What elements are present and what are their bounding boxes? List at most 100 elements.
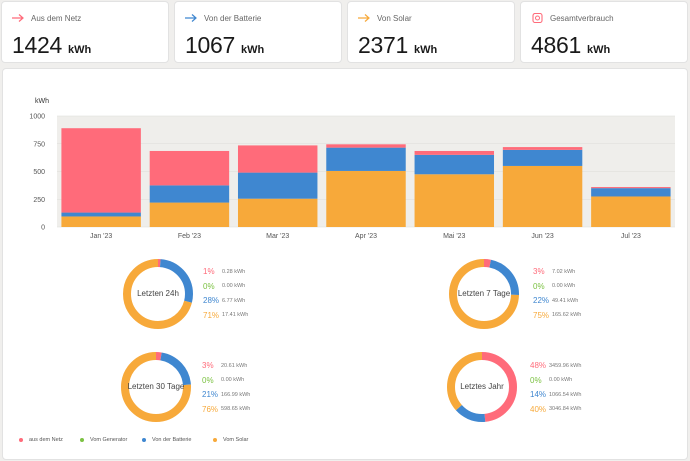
bar-segment[interactable] — [237, 198, 318, 227]
donut-segment[interactable] — [447, 352, 517, 422]
donut-legend-pct: 71% — [203, 310, 220, 320]
donut-segment[interactable] — [123, 259, 193, 329]
x-tick-label: Jun '23 — [531, 233, 553, 240]
summary-cards: Aus dem Netz 1424 kWh Von der Batterie 1… — [0, 0, 690, 64]
donut-legend-row: 48% 3459.96 kWh — [530, 361, 581, 370]
bar-segment[interactable] — [502, 165, 583, 227]
legend-item-solar[interactable]: Vom Solar — [213, 437, 248, 443]
bar-segment[interactable] — [326, 147, 406, 171]
x-tick-label: Apr '23 — [355, 233, 377, 240]
legend-item-netz[interactable]: aus dem Netz — [19, 437, 80, 443]
donut-legend-row: 21% 166.99 kWh — [202, 390, 250, 399]
bar-segment[interactable] — [414, 174, 495, 227]
card-value: 1424 — [12, 32, 62, 58]
donut-legend-pct: 0% — [530, 375, 542, 385]
bar-segment[interactable] — [149, 150, 230, 186]
y-tick-label: 250 — [33, 197, 45, 204]
bar-segment[interactable] — [149, 202, 230, 227]
donut-legend-value: 0.28 kWh — [222, 268, 246, 275]
bar-segment[interactable] — [591, 188, 671, 197]
donut-title: Letzten 7 Tage — [457, 289, 511, 298]
donut-legend-value: 17.41 kWh — [222, 312, 249, 318]
donut-segment[interactable] — [121, 352, 191, 422]
legend-item-generator[interactable]: Vom Generator — [80, 437, 142, 443]
donut-legend-row: 28% 6.77 kWh — [203, 296, 245, 305]
energy-panel: kWh 0 250 500 750 1000 Jan '23 Feb '23 Mar '23 Ap… — [2, 68, 688, 460]
legend-dot — [80, 438, 84, 442]
x-tick-label: Jan '23 — [90, 233, 112, 240]
donut-legend-row: 1% 0.28 kWh — [203, 267, 245, 276]
legend-label: Von der Batterie — [152, 437, 192, 443]
card-value: 1067 — [185, 32, 235, 58]
donut-legend-pct: 21% — [202, 390, 219, 399]
donut-legend-value: 0.00 kWh — [552, 283, 576, 289]
donut-legend-row: 14% 1066.54 kWh — [530, 390, 581, 399]
y-tick-label: 500 — [33, 169, 45, 176]
bar-segment[interactable] — [326, 170, 406, 227]
donut-legend-value: 1066.54 kWh — [549, 391, 582, 398]
donut-legend-value: 3459.96 kWh — [549, 362, 582, 369]
arrow-right-icon — [185, 14, 197, 22]
y-axis-label: kWh — [35, 98, 49, 105]
card-unit: kWh — [413, 44, 438, 56]
donut-legend-value: 0.00 kWh — [222, 283, 246, 289]
bar-segment[interactable] — [237, 172, 318, 199]
bar-segment[interactable] — [61, 128, 141, 213]
legend-label: Vom Generator — [90, 437, 128, 443]
bar-segment[interactable] — [502, 149, 583, 166]
card-label: Aus dem Netz — [31, 13, 82, 23]
donut-chart — [121, 352, 191, 422]
bar-segment[interactable] — [61, 212, 141, 217]
legend-item-batterie[interactable]: Von der Batterie — [142, 437, 213, 443]
card-value: 4861 — [531, 32, 581, 58]
donut-legend-row: 22% 49.41 kWh — [533, 296, 578, 305]
donut-title: Letzten 24h — [137, 289, 179, 298]
bar-segment[interactable] — [237, 145, 318, 173]
legend-label: Vom Solar — [223, 437, 249, 443]
donut-chart — [447, 352, 517, 422]
donut-legend-pct: 0% — [202, 375, 214, 385]
donut-legend-pct: 0% — [203, 281, 215, 291]
donut-legend-pct: 3% — [202, 361, 214, 370]
bar-segment[interactable] — [149, 185, 230, 203]
x-tick-label: Jul '23 — [621, 233, 641, 240]
donut-legend-pct: 22% — [533, 296, 550, 305]
donut-segment[interactable] — [123, 259, 193, 329]
donut-segment[interactable] — [449, 259, 519, 329]
card-battery[interactable]: Von der Batterie 1067 kWh — [174, 1, 342, 63]
card-total[interactable]: Gesamtverbrauch 4861 kWh — [520, 1, 688, 63]
bar-segment[interactable] — [61, 216, 141, 227]
donut-legend-row: 0% 0.00 kWh — [533, 282, 575, 291]
donut-legend-row: 0% 0.00 kWh — [202, 376, 244, 385]
bar-segment[interactable] — [414, 154, 495, 175]
donut-legend-value: 0.00 kWh — [221, 377, 245, 383]
donut-segment[interactable] — [447, 352, 517, 422]
card-solar[interactable]: Von Solar 2371 kWh — [347, 1, 515, 63]
x-tick-label: Mar '23 — [266, 233, 289, 240]
card-label: Gesamtverbrauch — [550, 13, 614, 23]
donut-legend-row: 75% 165.62 kWh — [533, 311, 581, 320]
donut-segment[interactable] — [449, 259, 519, 329]
bar-segment[interactable] — [502, 147, 583, 150]
bar-segment[interactable] — [591, 196, 671, 227]
card-grid-import[interactable]: Aus dem Netz 1424 kWh — [1, 1, 169, 63]
donut-legend-value: 165.62 kWh — [552, 312, 582, 318]
legend-dot — [19, 438, 23, 442]
x-tick-label: Mai '23 — [443, 233, 465, 240]
donut-legend-row: 0% 0.00 kWh — [203, 282, 245, 291]
bar-segment[interactable] — [326, 144, 406, 148]
energy-bar-chart: kWh 0 250 500 750 1000 Jan '23 Feb '23 Mar '23 Ap… — [29, 98, 675, 240]
card-label: Von Solar — [377, 13, 412, 23]
donut-legend-pct: 76% — [202, 404, 219, 414]
bar-segment[interactable] — [591, 187, 671, 189]
bar-segment[interactable] — [414, 150, 495, 155]
donut-legend-row: 3% 7.02 kWh — [533, 267, 575, 276]
plug-icon — [532, 13, 543, 23]
card-unit: kWh — [240, 44, 265, 56]
donut-legend-pct: 1% — [203, 267, 215, 276]
y-tick-label: 750 — [33, 141, 45, 148]
y-tick-label: 0 — [41, 225, 45, 232]
donut-legend-row: 3% 20.61 kWh — [202, 361, 247, 370]
arrow-right-icon — [12, 14, 24, 22]
donut-legend-value: 6.77 kWh — [222, 297, 246, 304]
